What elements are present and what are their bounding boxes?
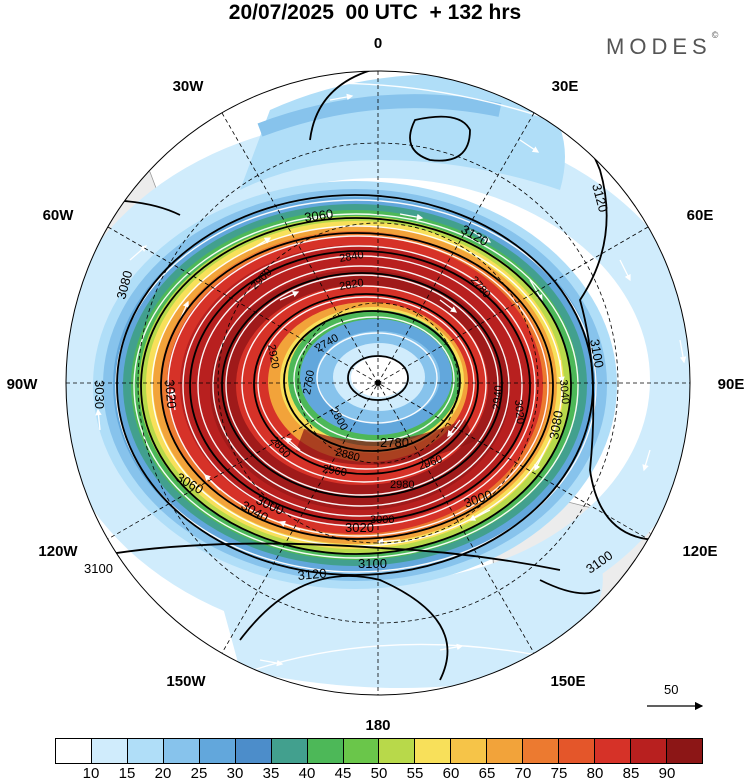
colorbar-tick-label: 90 — [658, 765, 676, 782]
colorbar — [55, 738, 703, 764]
lon-label-60e: 60E — [687, 207, 714, 224]
contour-label: 3080 — [113, 269, 135, 301]
colorbar-ticks: 10 15 20 25 30 35 40 45 50 55 60 65 70 75 80 85 90 — [55, 765, 703, 782]
contour-label: 3020 — [512, 399, 526, 424]
contour-label: 2840 — [338, 249, 364, 265]
south-pole-marker — [375, 380, 381, 386]
polar-stereographic-map: 0 30E 60E 90E 120E 150E 180 150W 120W 90… — [7, 35, 745, 734]
brand-name: MODES — [606, 34, 712, 59]
colorbar-swatch — [307, 739, 344, 763]
colorbar-tick-label: 20 — [154, 765, 172, 782]
colorbar-tick-label: 85 — [622, 765, 640, 782]
colorbar-tick-label: 60 — [442, 765, 460, 782]
lon-label-150e: 150E — [550, 673, 585, 690]
wind-speed-shading — [66, 71, 690, 695]
contour-label: 2820 — [338, 277, 364, 293]
brand-logo: MODES© — [606, 30, 718, 60]
colorbar-tick-label: 55 — [406, 765, 424, 782]
polar-core — [351, 357, 407, 397]
lon-label-60w: 60W — [43, 207, 75, 224]
contour-label: 2780 — [380, 435, 409, 450]
colorbar-swatch — [271, 739, 308, 763]
colorbar-swatch — [523, 739, 560, 763]
colorbar-swatch — [595, 739, 631, 763]
colorbar-tick-label: 25 — [190, 765, 208, 782]
contour-label: 3100 — [84, 561, 113, 576]
colorbar-tick-label: 80 — [586, 765, 604, 782]
contour-label: 3020 — [345, 520, 374, 535]
colorbar-swatch — [451, 739, 488, 763]
lon-label-120e: 120E — [682, 543, 717, 560]
contour-label: 2960 — [321, 463, 347, 479]
colorbar-tick-label: 45 — [334, 765, 352, 782]
contour-label: 3000 — [370, 514, 394, 526]
map-boundary — [65, 70, 691, 696]
contour-label: 2980 — [390, 479, 414, 491]
contour-label: 3080 — [546, 409, 566, 440]
contour-label: 3100 — [587, 338, 607, 369]
contour-label: 2920 — [265, 343, 281, 369]
contour-label: 3060 — [303, 206, 334, 225]
contour-label: 2940 — [491, 385, 505, 410]
contour-label: 3040 — [557, 379, 571, 404]
colorbar-swatch — [56, 739, 92, 763]
colorbar-swatch — [235, 739, 272, 763]
reference-vector-label: 50 — [664, 682, 679, 697]
contour-label: 3100 — [358, 556, 387, 571]
lon-label-0: 0 — [374, 35, 382, 52]
colorbar-tick-label: 70 — [514, 765, 532, 782]
colorbar-swatch — [487, 739, 524, 763]
colorbar-tick-label: 35 — [262, 765, 280, 782]
longitude-labels: 0 30E 60E 90E 120E 150E 180 150W 120W 90… — [7, 35, 745, 734]
colorbar-tick-label: 40 — [298, 765, 316, 782]
colorbar-swatch — [631, 739, 667, 763]
geopotential-contours — [74, 71, 661, 681]
copyright-mark: © — [711, 30, 719, 40]
colorbar-tick-label: 10 — [82, 765, 100, 782]
colorbar-swatch — [343, 739, 380, 763]
colorbar-swatch — [415, 739, 452, 763]
colorbar-tick-label: 15 — [118, 765, 136, 782]
colorbar-tick-label: 75 — [550, 765, 568, 782]
colorbar-swatch — [127, 739, 164, 763]
lon-label-150w: 150W — [166, 673, 206, 690]
contour-label: 3030 — [92, 380, 107, 409]
colorbar-tick-label: 50 — [370, 765, 388, 782]
colorbar-swatch — [163, 739, 200, 763]
colorbar-swatch — [559, 739, 596, 763]
colorbar-tick-label: 65 — [478, 765, 496, 782]
colorbar-swatch — [199, 739, 236, 763]
lon-label-90e: 90E — [718, 376, 745, 393]
contour-label: 2760 — [301, 369, 317, 395]
colorbar-swatch — [666, 739, 702, 763]
colorbar-tick-label: 30 — [226, 765, 244, 782]
lon-label-30w: 30W — [173, 78, 205, 95]
lon-label-30e: 30E — [552, 78, 579, 95]
colorbar-swatch — [91, 739, 128, 763]
lon-label-180: 180 — [365, 717, 390, 734]
contour-label: 3020 — [162, 379, 179, 409]
jet-branch-core — [257, 94, 502, 137]
contour-label: 3120 — [297, 566, 327, 583]
colorbar-swatch — [379, 739, 416, 763]
contour-label: 3120 — [589, 182, 611, 214]
lon-label-90w: 90W — [7, 376, 39, 393]
lon-label-120w: 120W — [38, 543, 78, 560]
map-title: 20/07/2025 00 UTC + 132 hrs — [228, 1, 522, 24]
